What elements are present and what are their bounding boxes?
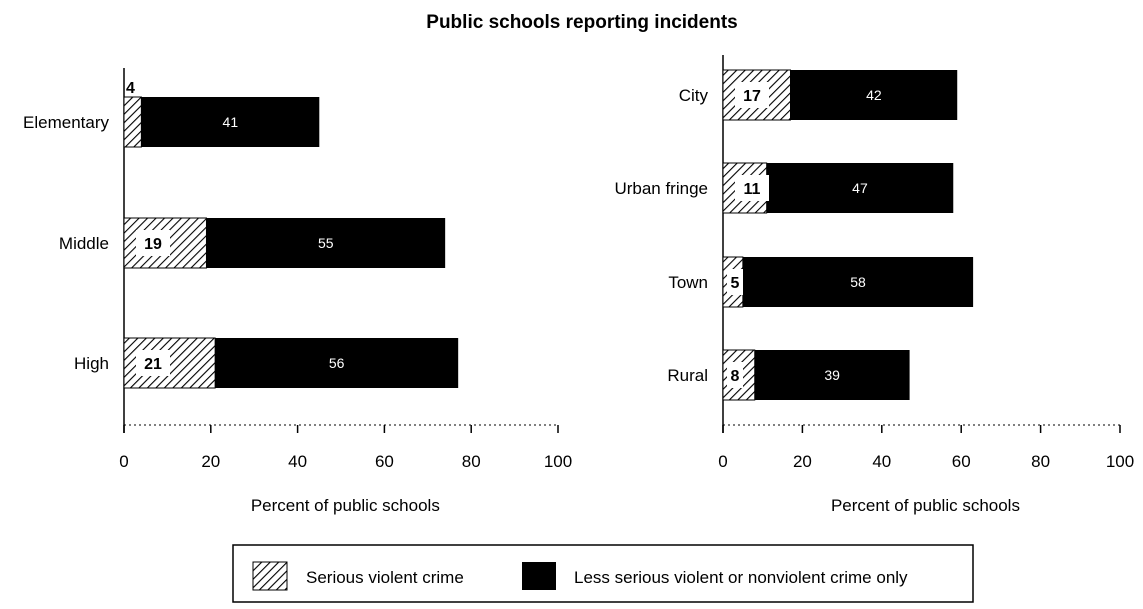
label-background: [727, 362, 743, 388]
x-tick-label: 40: [872, 452, 891, 471]
x-tick-label: 80: [1031, 452, 1050, 471]
chart-panel-school-level: 0 20 40 60 80 100 Percent of public schools Ele…: [23, 68, 572, 515]
label-background: [727, 269, 743, 295]
data-label-serious: 4: [126, 80, 135, 97]
bar-serious: [123, 96, 142, 148]
bar-less-serious: [215, 338, 459, 388]
bar-less-serious: [754, 350, 910, 400]
chart-panel-locale: 0 20 40 60 80 100 Percent of public schools Cit…: [614, 55, 1134, 515]
legend-label-serious: Serious violent crime: [306, 568, 464, 587]
x-tick-label: 100: [544, 452, 572, 471]
data-label-less-serious: 56: [329, 355, 345, 371]
x-tick-label: 100: [1106, 452, 1134, 471]
legend-swatch-serious: [252, 561, 288, 591]
category-label: Urban fringe: [614, 179, 708, 198]
bar-less-serious: [742, 257, 974, 307]
category-label: Elementary: [23, 113, 109, 132]
label-background: [735, 82, 769, 108]
x-tick-label: 0: [718, 452, 727, 471]
chart-title: Public schools reporting incidents: [426, 12, 737, 33]
x-axis-title-level: Percent of public schools: [251, 496, 440, 515]
legend-label-less-serious: Less serious violent or nonviolent crime…: [574, 568, 908, 587]
category-label: City: [679, 86, 709, 105]
x-tick-label: 20: [201, 452, 220, 471]
category-label: Middle: [59, 234, 109, 253]
data-label-serious: 11: [744, 181, 761, 198]
data-label-less-serious: 39: [824, 367, 840, 383]
data-label-serious: 5: [731, 275, 740, 292]
data-label-less-serious: 42: [866, 87, 882, 103]
label-background: [735, 175, 769, 201]
category-label: High: [74, 354, 109, 373]
x-axis-title-locale: Percent of public schools: [831, 496, 1020, 515]
data-label-serious: 21: [144, 356, 162, 373]
label-background: [136, 350, 170, 376]
data-label-serious: 19: [144, 236, 162, 253]
category-label: Town: [668, 273, 708, 292]
data-label-less-serious: 55: [318, 235, 334, 251]
bar-less-serious: [206, 218, 446, 268]
category-label: Rural: [667, 366, 708, 385]
data-label-serious: 17: [743, 88, 761, 105]
x-tick-label: 80: [462, 452, 481, 471]
data-label-serious: 8: [731, 368, 740, 385]
bar-less-serious: [766, 163, 954, 213]
x-tick-label: 60: [375, 452, 394, 471]
bar-less-serious: [141, 97, 320, 147]
legend-swatch-less-serious: [522, 562, 556, 590]
x-tick-label: 20: [793, 452, 812, 471]
legend: Serious violent crime Less serious viole…: [232, 544, 974, 603]
bar-less-serious: [790, 70, 958, 120]
x-tick-label: 40: [288, 452, 307, 471]
data-label-less-serious: 58: [850, 274, 866, 290]
data-label-less-serious: 47: [852, 180, 868, 196]
x-tick-label: 60: [952, 452, 971, 471]
x-tick-label: 0: [119, 452, 128, 471]
label-background: [136, 230, 170, 256]
data-label-less-serious: 41: [223, 114, 239, 130]
legend-box: [232, 544, 974, 603]
